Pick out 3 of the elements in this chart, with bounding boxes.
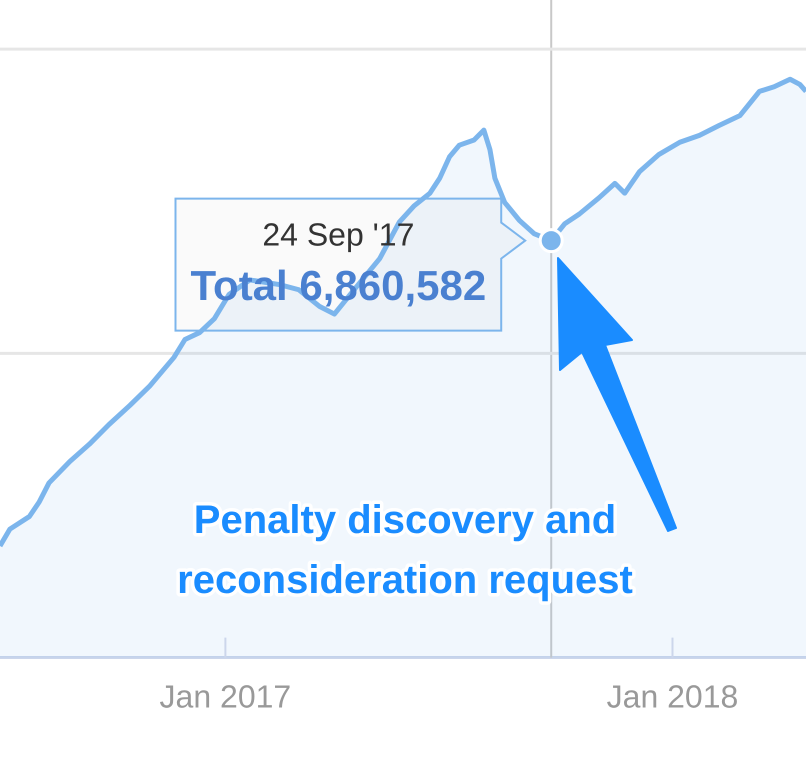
annotation: Penalty discovery and reconsideration request: [177, 498, 633, 602]
x-tick-label: Jan 2018: [606, 678, 738, 715]
x-tick-label: Jan 2017: [160, 678, 292, 715]
